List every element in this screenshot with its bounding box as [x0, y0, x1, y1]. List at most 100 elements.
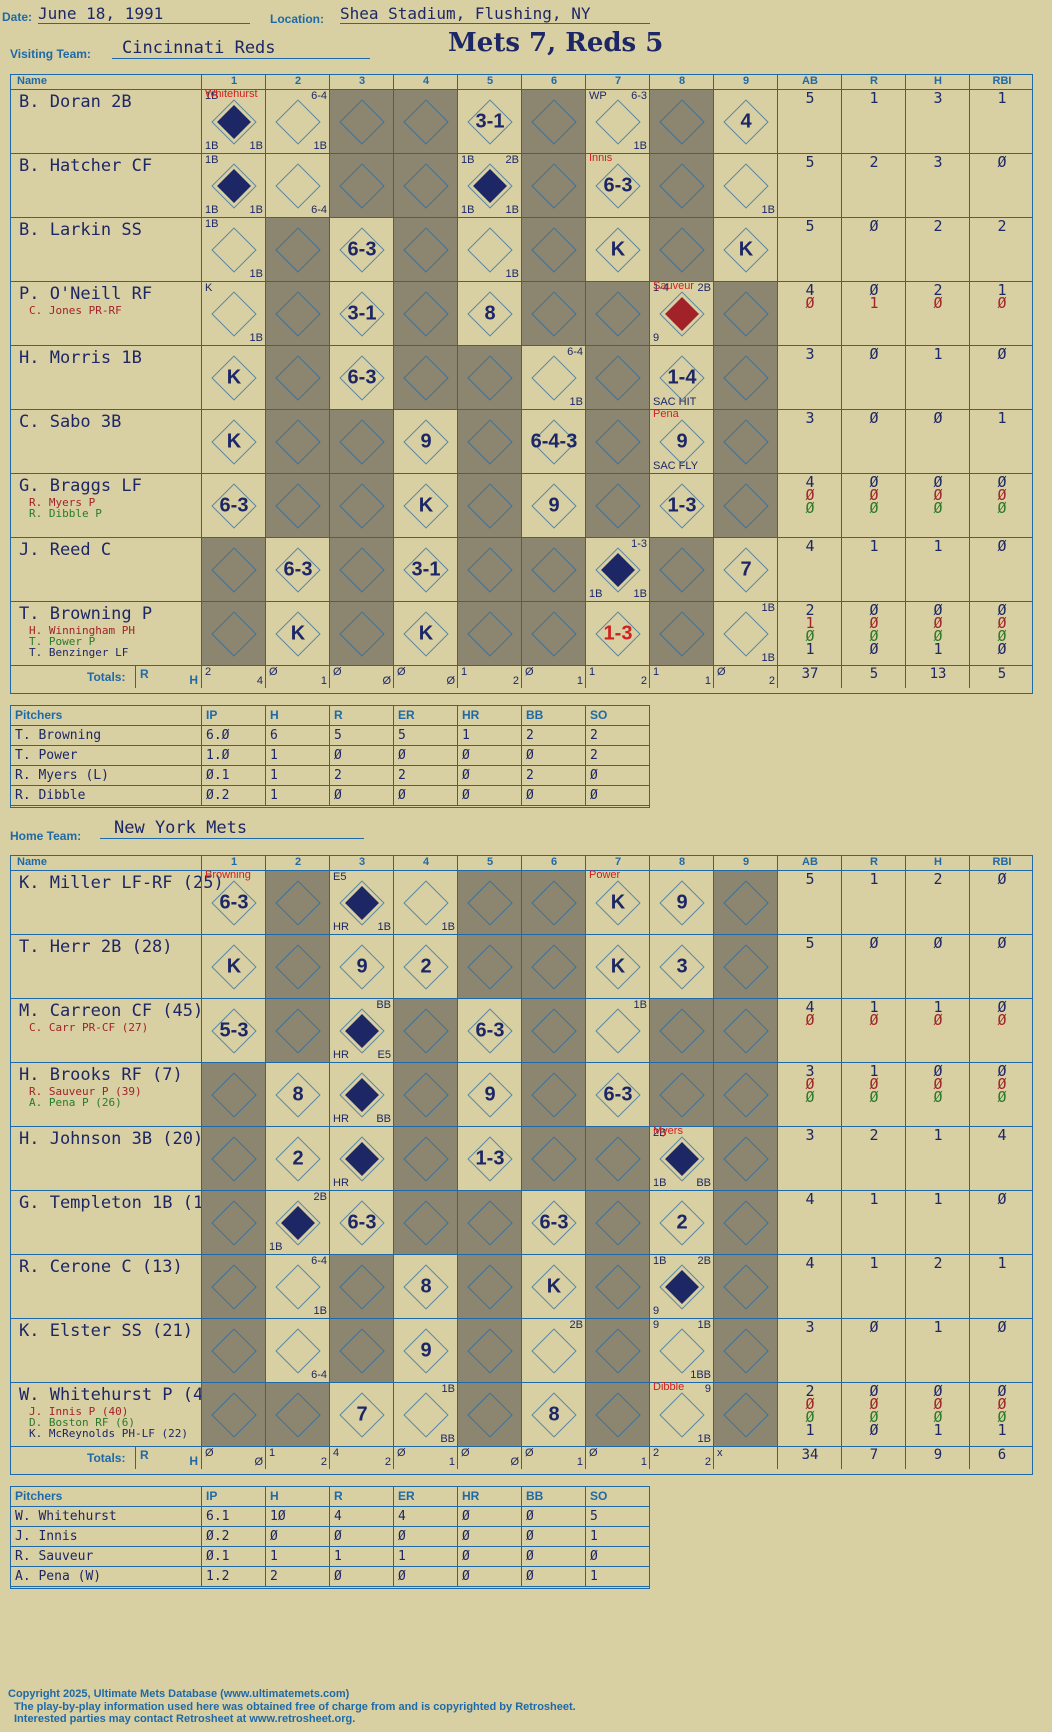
- pitching-stat: Ø: [585, 786, 650, 805]
- batter-stat: Ø: [841, 1319, 906, 1382]
- pitching-header: Pitchers IP H R ER HR BB SO: [11, 706, 649, 726]
- base-note: 1B: [205, 218, 219, 230]
- stat-value: Ø: [869, 614, 879, 632]
- play-result: 6-3: [603, 174, 633, 196]
- stat-value: Ø: [805, 499, 815, 517]
- at-bat-cell: 1B 2B 1B 1B: [457, 154, 522, 217]
- base-note: HR: [333, 921, 349, 933]
- stat-value: Ø: [869, 409, 879, 427]
- at-bat-cell: [713, 1127, 778, 1190]
- at-bat-cell: [201, 1127, 266, 1190]
- total-stat: 7: [841, 1447, 906, 1469]
- base-diamond: [403, 1391, 449, 1438]
- base-diamond: [723, 1007, 769, 1054]
- at-bat-cell: [585, 282, 650, 345]
- at-bat-cell: [457, 871, 522, 934]
- location-label: Location:: [270, 12, 324, 26]
- stat-value: 4: [805, 1190, 815, 1208]
- batter-stat: 1: [841, 871, 906, 934]
- stat-value: Ø: [933, 486, 943, 504]
- stat-value: Ø: [805, 1075, 815, 1093]
- batter-row: B. Hatcher CF 1B 1B 1B 6-4 1B 2B 1B 1B 6-3 Innis 1B…: [11, 152, 1032, 218]
- play-result: 6-3: [347, 238, 377, 260]
- batter-stat: 5: [777, 154, 842, 217]
- at-bat-cell: [585, 1383, 650, 1446]
- at-bat-cell: [329, 90, 394, 153]
- inning-header: 4: [393, 75, 458, 89]
- base-note: 1B: [653, 1255, 667, 1267]
- stat-value: Ø: [933, 627, 943, 645]
- inning-runs: Ø: [205, 1447, 214, 1459]
- batter-row: M. Carreon CF (45) C. Carr PR-CF (27) 5-3 B…: [11, 999, 1032, 1063]
- base-diamond: [467, 226, 513, 273]
- at-bat-cell: 3: [649, 935, 714, 998]
- pitching-stat: 1: [457, 726, 522, 745]
- batter-stat: Ø: [905, 935, 970, 998]
- at-bat-cell: 6-4-3: [521, 410, 586, 473]
- play-result: 5-3: [219, 1019, 249, 1041]
- at-bat-cell: [329, 538, 394, 601]
- total-stat: 37: [777, 666, 842, 688]
- base-note: 1B: [653, 1177, 667, 1189]
- at-bat-cell: [521, 602, 586, 665]
- base-diamond: [211, 290, 257, 337]
- base-diamond: [403, 1007, 449, 1054]
- at-bat-cell: [457, 410, 522, 473]
- base-note: 9: [704, 1383, 711, 1395]
- at-bat-cell: [457, 1383, 522, 1446]
- pitching-column-header: R: [329, 706, 394, 725]
- base-note: WP: [589, 90, 607, 102]
- inning-runs: 1: [589, 666, 596, 678]
- stat-value: Ø: [997, 998, 1007, 1016]
- stat-value: Ø: [997, 870, 1007, 888]
- at-bat-cell: 8: [265, 1063, 330, 1126]
- stat-header: H: [905, 75, 970, 89]
- pitching-stat: 2: [265, 1567, 330, 1586]
- inning-runs: Ø: [397, 1447, 406, 1459]
- stat-header: RBI: [969, 75, 1034, 89]
- batter-row: G. Templeton 1B (11) 2B 1B 6-3 6-3 2 4 1 1 Ø: [11, 1191, 1032, 1255]
- stat-header: AB: [777, 856, 842, 870]
- pitching-stat: 2: [393, 766, 458, 785]
- play-result: K: [226, 366, 242, 388]
- game-date: June 18, 1991: [38, 4, 250, 24]
- base-diamond: [211, 1135, 257, 1182]
- at-bat-cell: 1B 1B: [201, 218, 266, 281]
- play-result: K: [290, 622, 306, 644]
- base-diamond: [531, 610, 577, 657]
- base-diamond: [531, 226, 577, 273]
- at-bat-cell: [393, 346, 458, 409]
- at-bat-cell: [713, 1383, 778, 1446]
- at-bat-cell: 1-3: [649, 474, 714, 537]
- batter-stat: 5: [777, 935, 842, 998]
- at-bat-cell: [457, 346, 522, 409]
- base-diamond: [275, 1263, 321, 1310]
- inning-header: 3: [329, 856, 394, 870]
- at-bat-cell: [585, 346, 650, 409]
- stat-value: Ø: [997, 1075, 1007, 1093]
- play-result: 2: [676, 1211, 688, 1233]
- stat-value: Ø: [997, 627, 1007, 645]
- at-bat-cell: [201, 1383, 266, 1446]
- play-result: 2: [420, 955, 432, 977]
- play-result: 3-1: [475, 110, 505, 132]
- at-bat-cell: [201, 1319, 266, 1382]
- pitching-stat: Ø: [457, 1527, 522, 1546]
- pitching-stat: 6: [265, 726, 330, 745]
- inning-runs: 1: [461, 666, 468, 678]
- play-result: 6-4-3: [530, 430, 578, 452]
- batter-name: P. O'Neill RF: [19, 284, 153, 304]
- substitute-name: R. Myers P: [29, 496, 96, 509]
- at-bat-cell: [713, 410, 778, 473]
- base-note: E5: [377, 1049, 391, 1061]
- base-diamond: [531, 1135, 577, 1182]
- stat-value: Ø: [805, 1408, 815, 1426]
- at-bat-cell: [713, 1191, 778, 1254]
- inning-header: 8: [649, 856, 714, 870]
- pitching-column-header: Pitchers: [15, 1489, 63, 1503]
- at-bat-cell: 6-3: [265, 538, 330, 601]
- base-diamond: [339, 162, 385, 209]
- batter-row: T. Herr 2B (28) K 9 2 K 3 5 Ø Ø Ø: [11, 935, 1032, 999]
